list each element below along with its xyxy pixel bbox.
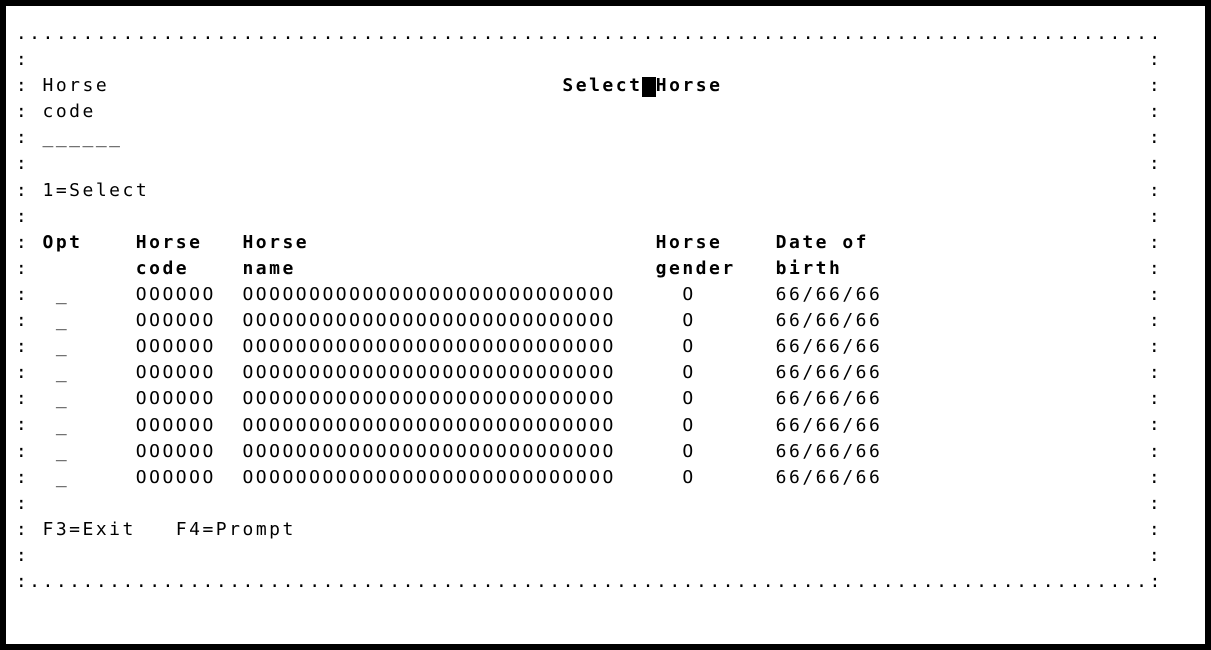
column-header-name-2: name xyxy=(242,257,296,279)
opt-input[interactable]: _ xyxy=(55,284,70,305)
table-row: _ OOOOOO OOOOOOOOOOOOOOOOOOOOOOOOOOOO O … xyxy=(6,334,1205,360)
opt-input[interactable]: _ xyxy=(55,414,70,436)
opt-input[interactable]: _ xyxy=(55,310,70,332)
f3-exit-key: F3=Exit xyxy=(42,518,136,540)
opt-input[interactable]: _ xyxy=(55,336,70,358)
column-header-code-1: Horse xyxy=(135,231,203,253)
window-border-top: ........................................… xyxy=(15,23,1163,44)
cell-horse-code: OOOOOO xyxy=(135,336,216,358)
options-legend: 1=Select xyxy=(42,179,150,201)
cell-horse-gender: O xyxy=(682,362,696,384)
column-header-name-1: Horse xyxy=(242,231,310,253)
cell-horse-name: OOOOOOOOOOOOOOOOOOOOOOOOOOOO xyxy=(242,414,616,436)
cell-date-of-birth: 66/66/66 xyxy=(775,336,883,358)
cell-horse-name: OOOOOOOOOOOOOOOOOOOOOOOOOOOO xyxy=(242,284,616,305)
cell-horse-gender: O xyxy=(682,336,696,358)
column-header-opt: Opt xyxy=(42,231,83,253)
cell-horse-code: OOOOOO xyxy=(135,440,216,462)
cell-horse-name: OOOOOOOOOOOOOOOOOOOOOOOOOOOO xyxy=(242,466,616,488)
table-row: _ OOOOOO OOOOOOOOOOOOOOOOOOOOOOOOOOOO O … xyxy=(6,465,1205,491)
opt-input[interactable]: _ xyxy=(55,362,70,384)
function-key-row: F3=Exit F4=Prompt xyxy=(6,517,1205,543)
horse-code-input[interactable]: ______ xyxy=(42,127,123,149)
cell-date-of-birth: 66/66/66 xyxy=(775,388,883,410)
table-header-row-1: Opt Horse Horse Horse Date of xyxy=(6,230,1205,256)
cell-date-of-birth: 66/66/66 xyxy=(775,466,883,488)
opt-input[interactable]: _ xyxy=(55,388,70,410)
cell-date-of-birth: 66/66/66 xyxy=(775,362,883,384)
table-row: _ OOOOOO OOOOOOOOOOOOOOOOOOOOOOOOOOOO O … xyxy=(6,282,1205,308)
cell-horse-gender: O xyxy=(682,466,696,488)
cell-date-of-birth: 66/66/66 xyxy=(775,440,883,462)
cell-horse-gender: O xyxy=(682,414,696,436)
window-border-left: : : : : : : : : : : : : : : : : : : : : xyxy=(15,49,30,566)
column-header-gender-2: gender xyxy=(655,257,736,279)
window-border-bottom: :.......................................… xyxy=(15,571,1163,593)
horse-code-label-line1: Horse xyxy=(42,75,110,97)
table-row: _ OOOOOO OOOOOOOOOOOOOOOOOOOOOOOOOOOO O … xyxy=(6,413,1205,439)
cell-horse-code: OOOOOO xyxy=(135,466,216,488)
page-title: Select Horse xyxy=(509,47,722,125)
cell-date-of-birth: 66/66/66 xyxy=(775,414,883,436)
window-border-right: : : : : : : : : : : : : : : : : : : : : xyxy=(1148,49,1163,566)
cell-horse-code: OOOOOO xyxy=(135,414,216,436)
opt-input[interactable]: _ xyxy=(55,466,70,488)
table-row: _ OOOOOO OOOOOOOOOOOOOOOOOOOOOOOOOOOO O … xyxy=(6,360,1205,386)
cell-horse-gender: O xyxy=(682,388,696,410)
column-header-code-2: code xyxy=(135,257,190,279)
column-header-gender-1: Horse xyxy=(655,231,723,253)
cell-horse-name: OOOOOOOOOOOOOOOOOOOOOOOOOOOO xyxy=(242,336,616,358)
column-header-birth-1: Date of xyxy=(775,231,869,253)
opt-input[interactable]: _ xyxy=(55,440,70,462)
cell-horse-gender: O xyxy=(682,310,696,332)
cell-horse-code: OOOOOO xyxy=(135,388,216,410)
cell-horse-name: OOOOOOOOOOOOOOOOOOOOOOOOOOOO xyxy=(242,362,616,384)
horse-code-label-line2: code xyxy=(42,101,96,123)
cell-horse-code: OOOOOO xyxy=(135,310,216,332)
cell-horse-gender: O xyxy=(682,440,696,462)
cell-horse-gender: O xyxy=(682,284,696,305)
cell-horse-code: OOOOOO xyxy=(135,362,216,384)
f4-prompt-key: F4=Prompt xyxy=(175,518,296,540)
column-header-birth-2: birth xyxy=(775,257,843,279)
table-header-row-2: code name gender birth xyxy=(6,256,1205,282)
table-row: _ OOOOOO OOOOOOOOOOOOOOOOOOOOOOOOOOOO O … xyxy=(6,386,1205,412)
cursor-block xyxy=(642,77,656,98)
table-row: _ OOOOOO OOOOOOOOOOOOOOOOOOOOOOOOOOOO O … xyxy=(6,439,1205,465)
cell-horse-name: OOOOOOOOOOOOOOOOOOOOOOOOOOOO xyxy=(242,310,616,332)
page-title-left: Select xyxy=(562,75,643,97)
page-title-right: Horse xyxy=(655,75,723,97)
cell-horse-name: OOOOOOOOOOOOOOOOOOOOOOOOOOOO xyxy=(242,388,616,410)
cell-date-of-birth: 66/66/66 xyxy=(775,310,883,332)
cell-horse-name: OOOOOOOOOOOOOOOOOOOOOOOOOOOO xyxy=(242,440,616,462)
cell-date-of-birth: 66/66/66 xyxy=(775,284,883,305)
cell-horse-code: OOOOOO xyxy=(135,284,216,305)
table-row: _ OOOOOO OOOOOOOOOOOOOOOOOOOOOOOOOOOO O … xyxy=(6,308,1205,334)
